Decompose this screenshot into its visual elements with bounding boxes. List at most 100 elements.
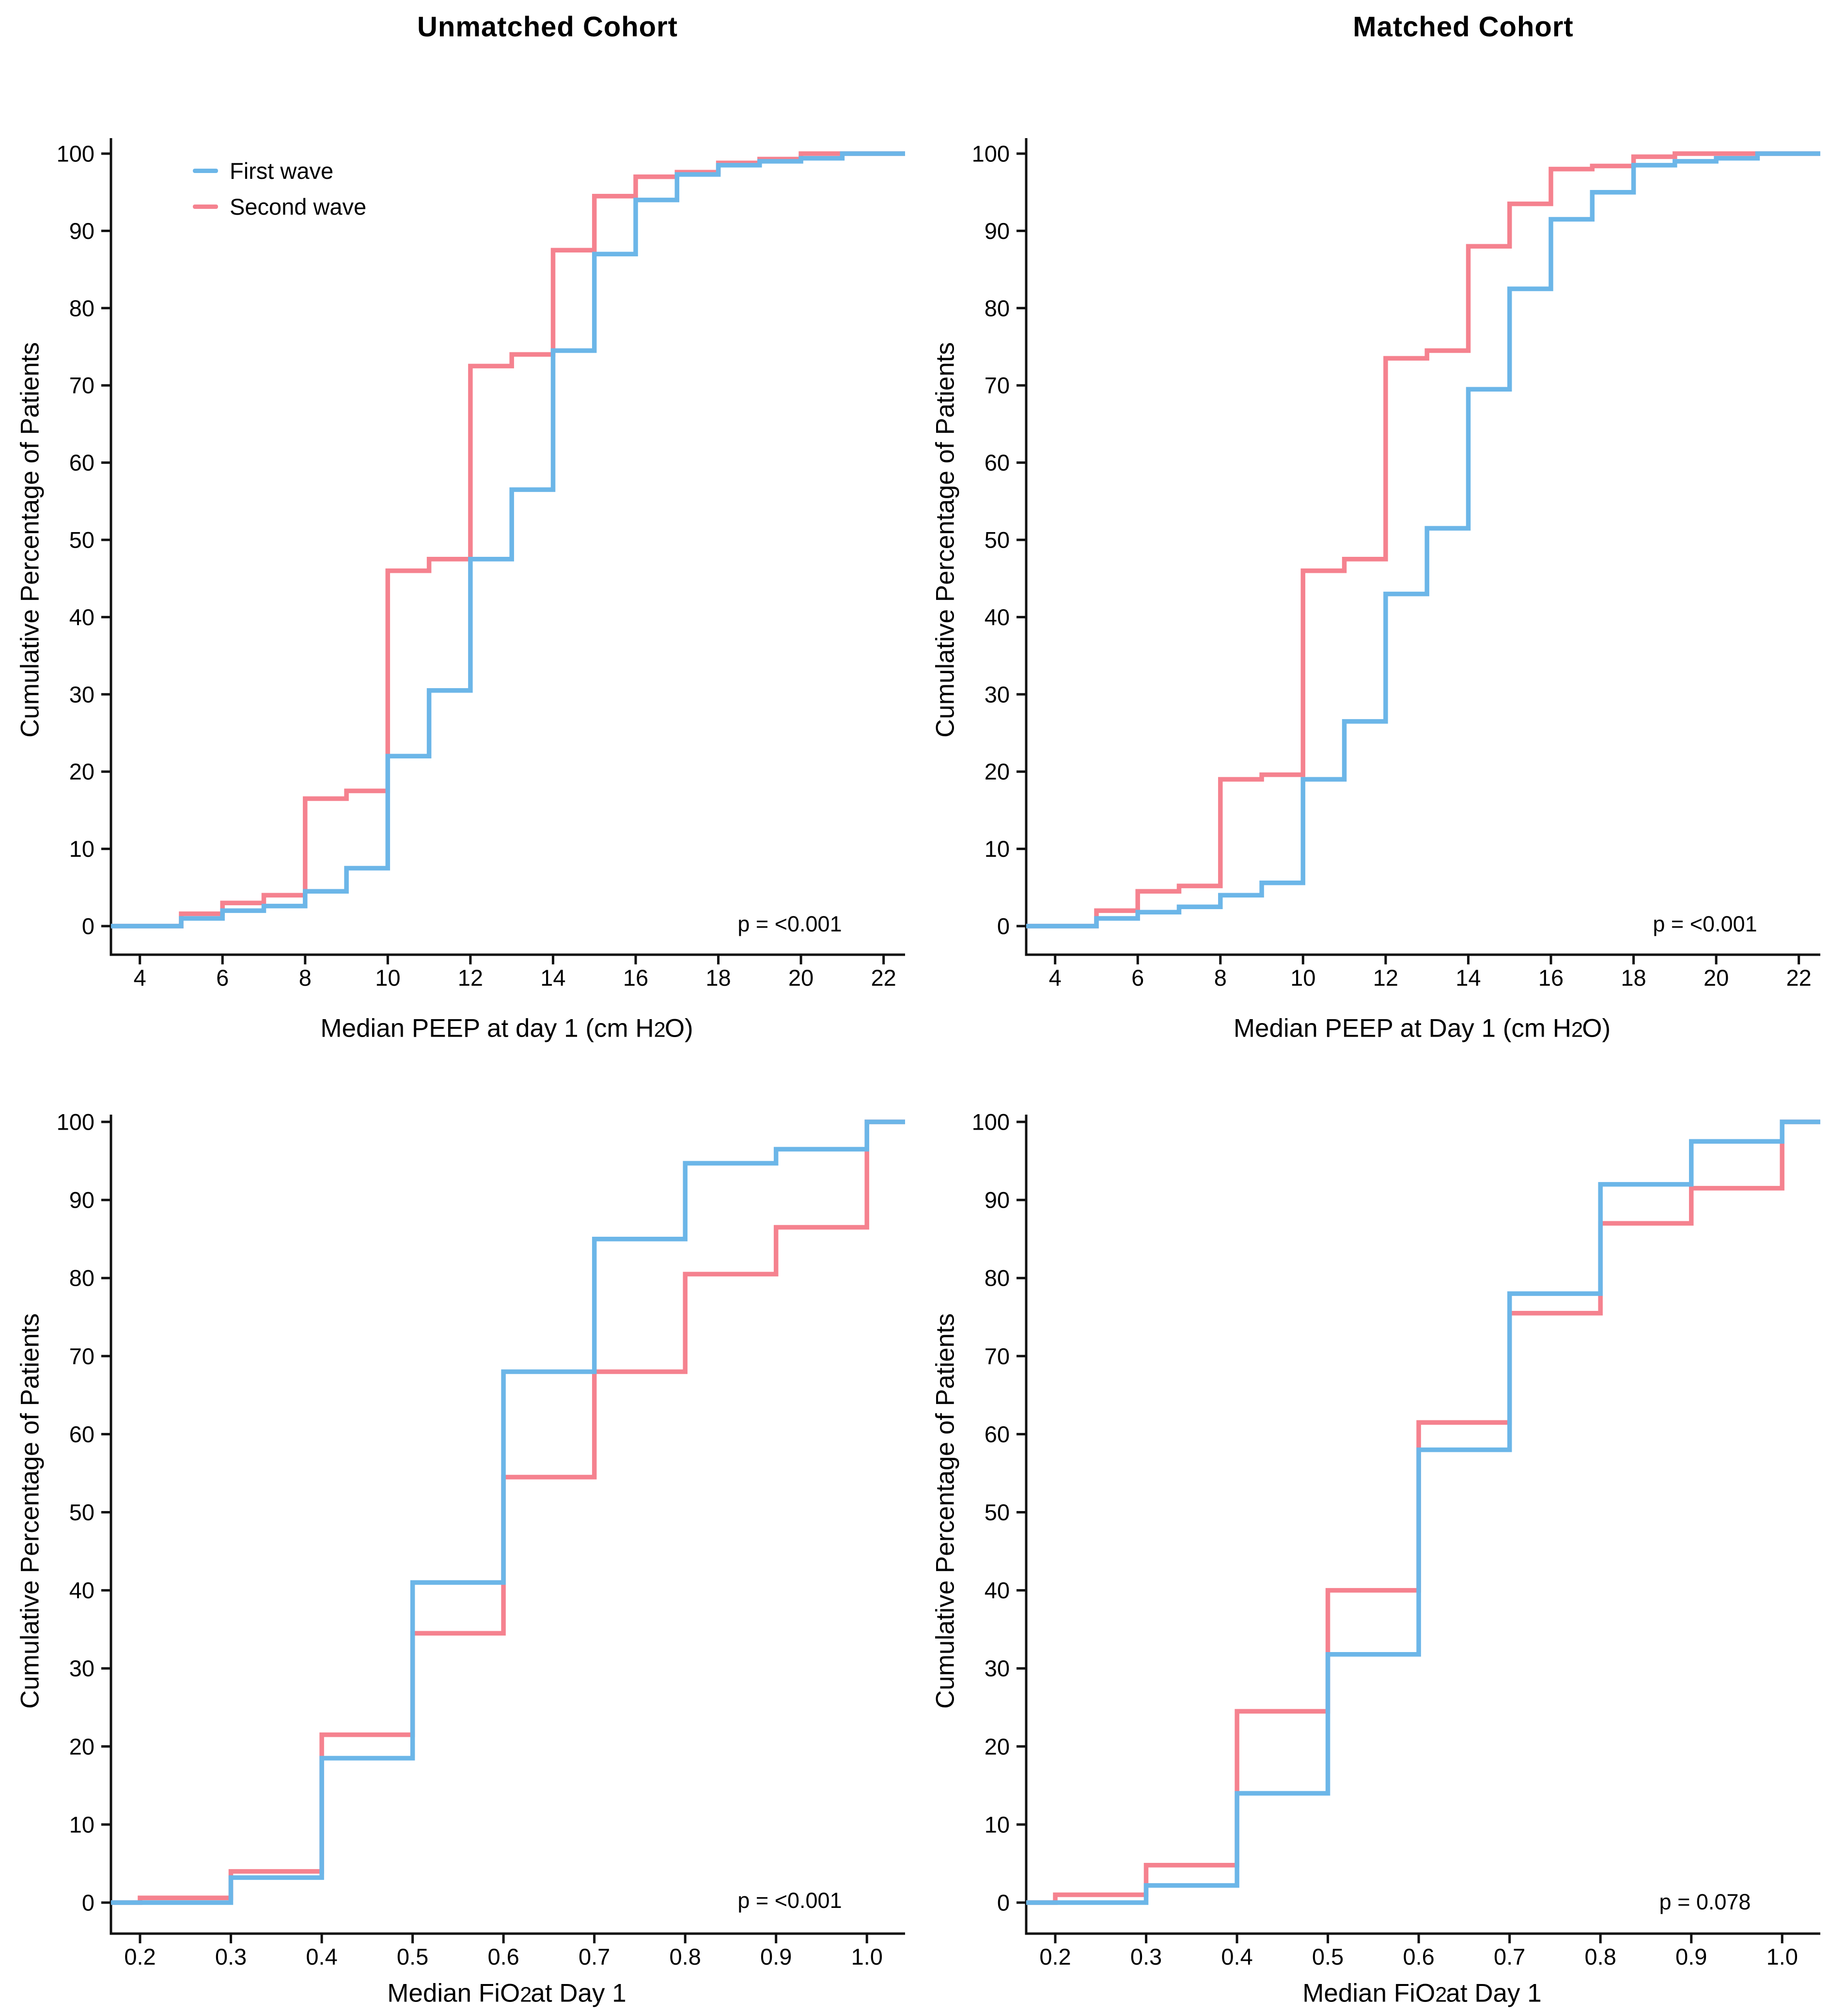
y-tick-label: 70 <box>69 373 94 398</box>
y-tick-label: 30 <box>985 681 1010 707</box>
subscript-2: 2 <box>520 1983 532 2007</box>
y-tick-label: 10 <box>985 1811 1010 1837</box>
x-tick-label: 20 <box>788 965 813 991</box>
x-axis-label-matched-fio2: Median FiO2at Day 1 <box>1302 1979 1542 2008</box>
y-tick-label: 70 <box>69 1343 94 1369</box>
x-tick-label: 0.2 <box>1039 1944 1071 1969</box>
y-tick-label: 30 <box>69 1655 94 1681</box>
x-tick-label: 18 <box>1621 965 1646 991</box>
x-tick-label: 12 <box>1373 965 1398 991</box>
y-tick-label: 100 <box>972 141 1010 167</box>
x-axis-label-matched-peep: Median PEEP at Day 1 (cm H2O) <box>1233 1014 1611 1043</box>
y-tick-label: 50 <box>69 527 94 553</box>
ecdf-curve-first-wave <box>1026 1119 1820 1905</box>
y-axis-label-matched-peep: Cumulative Percentage of Patients <box>931 342 960 738</box>
y-tick-label: 100 <box>57 141 94 167</box>
x-tick-label: 6 <box>216 965 229 991</box>
x-tick-label: 0.8 <box>670 1944 701 1969</box>
panel-unmatched-peep: 0 10 20 30 40 50 60 70 80 90 100 4 6 8 10 12 14 16 18 20 22 <box>0 0 915 1064</box>
legend-label-first-wave: First wave <box>230 158 334 184</box>
y-tick-label: 10 <box>69 1811 94 1837</box>
y-axis-label-unmatched-peep: Cumulative Percentage of Patients <box>16 342 45 738</box>
x-tick-label: 14 <box>540 965 565 991</box>
y-tick-label: 40 <box>69 604 94 630</box>
y-tick-label: 50 <box>985 527 1010 553</box>
x-axis-label-unmatched-peep: Median PEEP at day 1 (cm H2O) <box>320 1014 693 1043</box>
y-tick-label: 100 <box>972 1109 1010 1135</box>
y-tick-label: 20 <box>985 759 1010 785</box>
y-tick-label: 80 <box>985 295 1010 321</box>
y-tick-label: 60 <box>985 450 1010 475</box>
p-value-unmatched-fio2: p = <0.001 <box>737 1888 842 1913</box>
ecdf-curve-second-wave <box>1026 151 1820 929</box>
x-tick-label: 0.3 <box>215 1944 247 1969</box>
second-wave-line-swatch <box>193 204 218 209</box>
y-tick-label: 0 <box>82 914 94 939</box>
y-tick-label: 80 <box>985 1265 1010 1291</box>
y-tick-label: 30 <box>985 1655 1010 1681</box>
p-value-matched-peep: p = <0.001 <box>1653 912 1757 936</box>
first-wave-line-swatch <box>193 168 218 173</box>
x-tick-label: 6 <box>1131 965 1144 991</box>
x-tick-label: 8 <box>1214 965 1227 991</box>
x-tick-label: 1.0 <box>851 1944 883 1969</box>
x-tick-label: 8 <box>299 965 312 991</box>
x-tick-label: 0.9 <box>760 1944 792 1969</box>
y-tick-label: 70 <box>985 373 1010 398</box>
x-tick-label: 20 <box>1704 965 1729 991</box>
legend: First wave Second wave <box>193 156 366 221</box>
y-tick-label: 90 <box>985 218 1010 244</box>
ecdf-curve-second-wave <box>1026 1119 1820 1905</box>
x-tick-label: 0.6 <box>1403 1944 1434 1969</box>
panel-matched-peep: 0 10 20 30 40 50 60 70 80 90 100 4 6 8 10 12 14 16 18 20 22 <box>915 0 1830 1064</box>
y-tick-label: 90 <box>69 1187 94 1213</box>
x-tick-label: 1.0 <box>1767 1944 1798 1969</box>
y-tick-label: 90 <box>69 218 94 244</box>
x-tick-label: 4 <box>1049 965 1062 991</box>
y-tick-label: 80 <box>69 295 94 321</box>
ecdf-curve-first-wave <box>111 1119 905 1905</box>
x-tick-label: 0.8 <box>1585 1944 1616 1969</box>
p-value-matched-fio2: p = 0.078 <box>1659 1890 1751 1914</box>
x-tick-label: 0.9 <box>1675 1944 1707 1969</box>
x-tick-label: 18 <box>705 965 731 991</box>
y-axis-label-unmatched-fio2: Cumulative Percentage of Patients <box>16 1313 45 1709</box>
y-tick-label: 90 <box>985 1187 1010 1213</box>
y-tick-label: 80 <box>69 1265 94 1291</box>
x-tick-label: 0.3 <box>1130 1944 1162 1969</box>
legend-item-second-wave: Second wave <box>193 192 366 221</box>
y-tick-label: 40 <box>985 1577 1010 1603</box>
y-tick-label: 50 <box>69 1499 94 1525</box>
y-tick-label: 70 <box>985 1343 1010 1369</box>
x-tick-label: 16 <box>623 965 648 991</box>
ecdf-curve-second-wave <box>111 1119 905 1905</box>
y-tick-label: 20 <box>985 1733 1010 1759</box>
title-matched-cohort: Matched Cohort <box>1353 11 1574 43</box>
x-tick-label: 10 <box>375 965 400 991</box>
ecdf-plot-matched-fio2: 0 10 20 30 40 50 60 70 80 90 100 0.2 0.3 0.4 0.5 0.6 0.7… <box>972 1109 1820 1969</box>
panel-unmatched-fio2: 0 10 20 30 40 50 60 70 80 90 100 0.2 0.3 0.4 0.5 0.6 0.7… <box>0 1064 915 2016</box>
subscript-2: 2 <box>654 1018 666 1042</box>
ecdf-curve-first-wave <box>1026 151 1820 929</box>
subscript-2: 2 <box>1571 1018 1583 1042</box>
legend-item-first-wave: First wave <box>193 156 366 185</box>
y-tick-label: 20 <box>69 759 94 785</box>
subscript-2: 2 <box>1435 1983 1447 2007</box>
ecdf-curve-second-wave <box>111 151 905 929</box>
x-tick-label: 22 <box>871 965 896 991</box>
p-value-unmatched-peep: p = <0.001 <box>737 912 842 936</box>
y-tick-label: 40 <box>69 1577 94 1603</box>
y-tick-label: 0 <box>997 1890 1010 1916</box>
y-tick-label: 40 <box>985 604 1010 630</box>
y-tick-label: 100 <box>57 1109 94 1135</box>
x-tick-label: 14 <box>1455 965 1481 991</box>
ecdf-curve-first-wave <box>111 151 905 929</box>
y-tick-label: 30 <box>69 681 94 707</box>
x-tick-label: 12 <box>458 965 483 991</box>
x-tick-label: 0.7 <box>1494 1944 1525 1969</box>
legend-label-second-wave: Second wave <box>230 193 367 220</box>
y-tick-label: 20 <box>69 1733 94 1759</box>
x-tick-label: 0.5 <box>397 1944 428 1969</box>
x-tick-label: 0.2 <box>124 1944 156 1969</box>
